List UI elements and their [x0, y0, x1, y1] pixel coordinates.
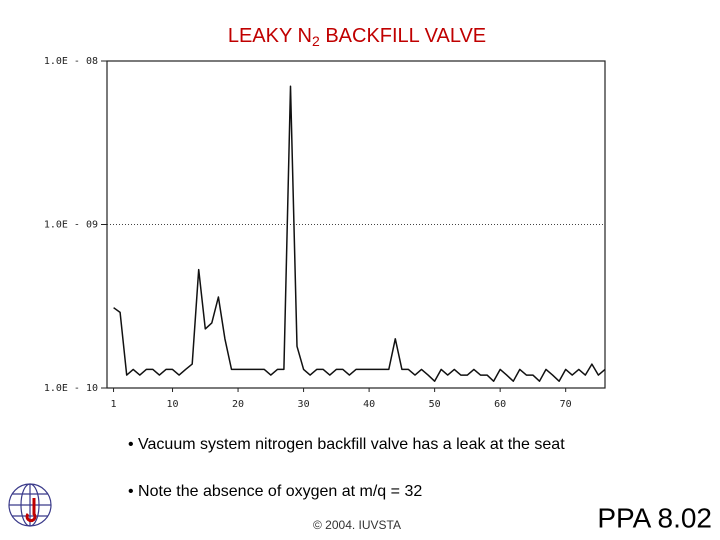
- note: • Note the absence of oxygen at m/q = 32: [128, 483, 422, 500]
- x-tick-label: 70: [560, 399, 572, 410]
- chart-title: LEAKY N2 BACKFILL VALVE: [228, 25, 486, 48]
- x-tick-label: 50: [429, 399, 441, 410]
- note: • Vacuum system nitrogen backfill valve …: [128, 436, 565, 453]
- x-tick-label: 10: [167, 399, 179, 410]
- title-part: LEAKY N: [228, 25, 312, 47]
- x-tick-label: 40: [363, 399, 375, 410]
- title-part: BACKFILL VALVE: [320, 25, 486, 47]
- y-tick-label: 1.0E - 09: [44, 220, 98, 231]
- title-subscript: 2: [312, 33, 320, 49]
- spectrum-line: [113, 85, 606, 382]
- y-tick-label: 1.0E - 10: [44, 383, 98, 394]
- logo: [8, 483, 52, 527]
- footer: © 2004. IUVSTA: [313, 518, 401, 532]
- x-tick-label: 1: [111, 399, 117, 410]
- y-tick-label: 1.0E - 08: [44, 56, 98, 67]
- x-tick-label: 20: [232, 399, 244, 410]
- x-tick-label: 30: [298, 399, 310, 410]
- slide-number: PPA 8.02: [597, 502, 712, 533]
- x-tick-label: 60: [494, 399, 506, 410]
